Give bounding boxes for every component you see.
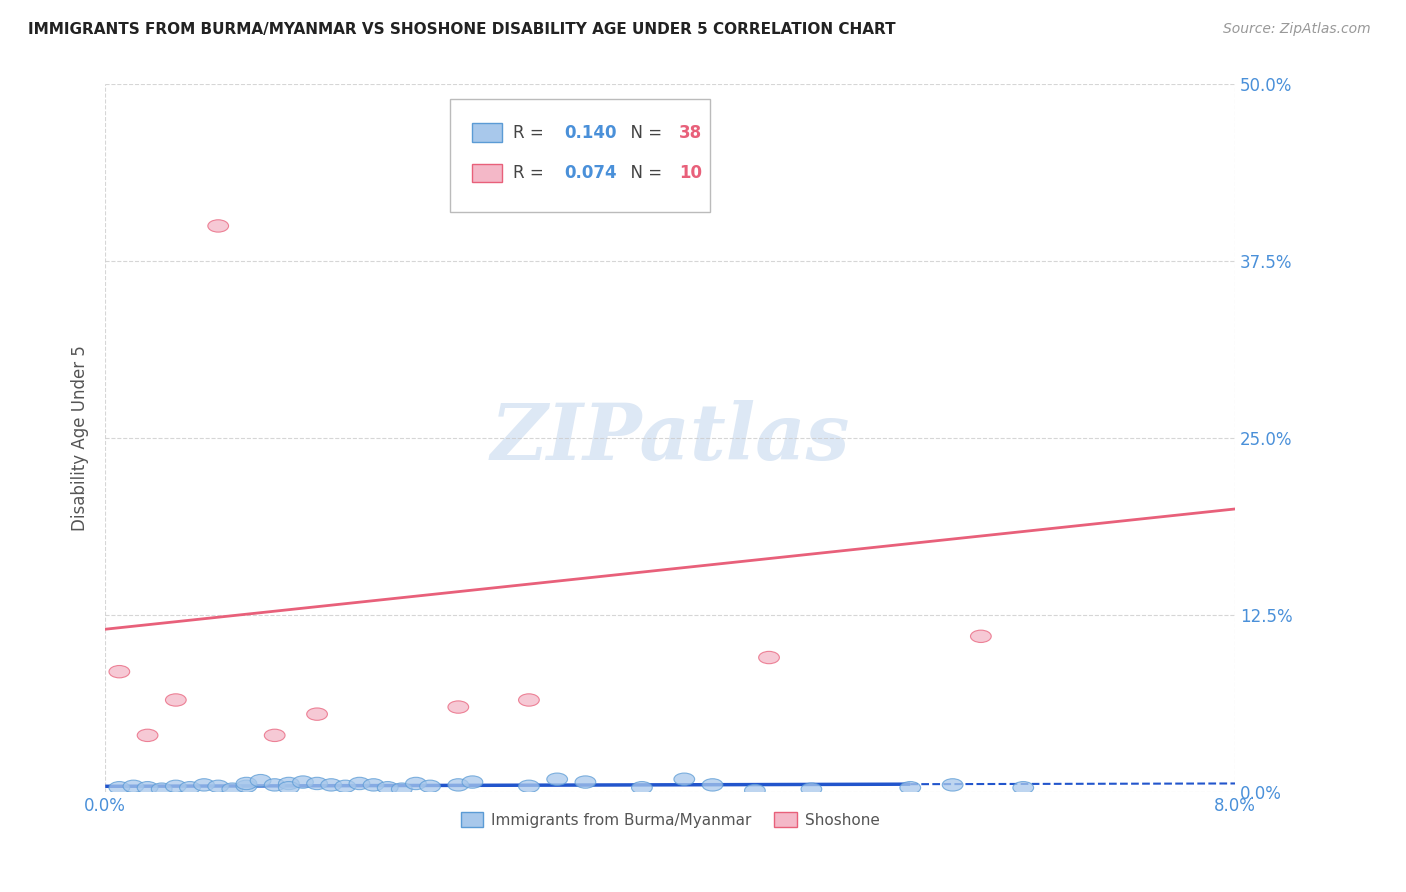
Ellipse shape <box>405 777 426 789</box>
Ellipse shape <box>307 708 328 721</box>
Text: ZIPatlas: ZIPatlas <box>491 400 849 476</box>
Ellipse shape <box>575 776 596 789</box>
Ellipse shape <box>519 694 540 706</box>
Ellipse shape <box>138 781 157 794</box>
Ellipse shape <box>194 779 215 791</box>
Ellipse shape <box>942 779 963 791</box>
Ellipse shape <box>631 781 652 794</box>
Ellipse shape <box>278 781 299 794</box>
Text: R =: R = <box>513 164 550 182</box>
Ellipse shape <box>292 776 314 789</box>
Ellipse shape <box>278 777 299 789</box>
Ellipse shape <box>124 780 143 792</box>
Ellipse shape <box>307 777 328 789</box>
Ellipse shape <box>745 784 765 797</box>
Text: N =: N = <box>620 164 668 182</box>
Ellipse shape <box>702 779 723 791</box>
Text: R =: R = <box>513 124 550 142</box>
Text: 10: 10 <box>679 164 702 182</box>
Text: IMMIGRANTS FROM BURMA/MYANMAR VS SHOSHONE DISABILITY AGE UNDER 5 CORRELATION CHA: IMMIGRANTS FROM BURMA/MYANMAR VS SHOSHON… <box>28 22 896 37</box>
Ellipse shape <box>152 783 172 796</box>
Ellipse shape <box>321 779 342 791</box>
Ellipse shape <box>110 781 129 794</box>
Ellipse shape <box>759 651 779 664</box>
Ellipse shape <box>449 779 468 791</box>
FancyBboxPatch shape <box>472 123 502 142</box>
Ellipse shape <box>208 780 229 792</box>
Text: 0.140: 0.140 <box>564 124 616 142</box>
Text: N =: N = <box>620 124 668 142</box>
Ellipse shape <box>264 729 285 741</box>
Ellipse shape <box>222 783 243 796</box>
Ellipse shape <box>970 630 991 642</box>
Text: Source: ZipAtlas.com: Source: ZipAtlas.com <box>1223 22 1371 37</box>
Ellipse shape <box>236 780 257 792</box>
Ellipse shape <box>463 776 482 789</box>
Ellipse shape <box>208 219 229 232</box>
Ellipse shape <box>264 779 285 791</box>
Ellipse shape <box>449 701 468 714</box>
Ellipse shape <box>166 694 186 706</box>
Ellipse shape <box>900 781 921 794</box>
FancyBboxPatch shape <box>472 164 502 182</box>
Ellipse shape <box>335 780 356 792</box>
Legend: Immigrants from Burma/Myanmar, Shoshone: Immigrants from Burma/Myanmar, Shoshone <box>454 805 886 834</box>
Ellipse shape <box>673 773 695 785</box>
Ellipse shape <box>138 729 157 741</box>
Ellipse shape <box>547 773 568 785</box>
Ellipse shape <box>377 781 398 794</box>
Ellipse shape <box>250 774 271 787</box>
FancyBboxPatch shape <box>450 99 710 211</box>
Ellipse shape <box>349 777 370 789</box>
Text: 38: 38 <box>679 124 703 142</box>
Ellipse shape <box>180 781 200 794</box>
Ellipse shape <box>166 780 186 792</box>
Ellipse shape <box>363 779 384 791</box>
Ellipse shape <box>236 777 257 789</box>
Ellipse shape <box>519 780 540 792</box>
Ellipse shape <box>801 783 821 796</box>
Ellipse shape <box>419 780 440 792</box>
Text: 0.074: 0.074 <box>564 164 617 182</box>
Y-axis label: Disability Age Under 5: Disability Age Under 5 <box>72 345 89 531</box>
Ellipse shape <box>110 665 129 678</box>
Ellipse shape <box>391 783 412 796</box>
Ellipse shape <box>1012 781 1033 794</box>
